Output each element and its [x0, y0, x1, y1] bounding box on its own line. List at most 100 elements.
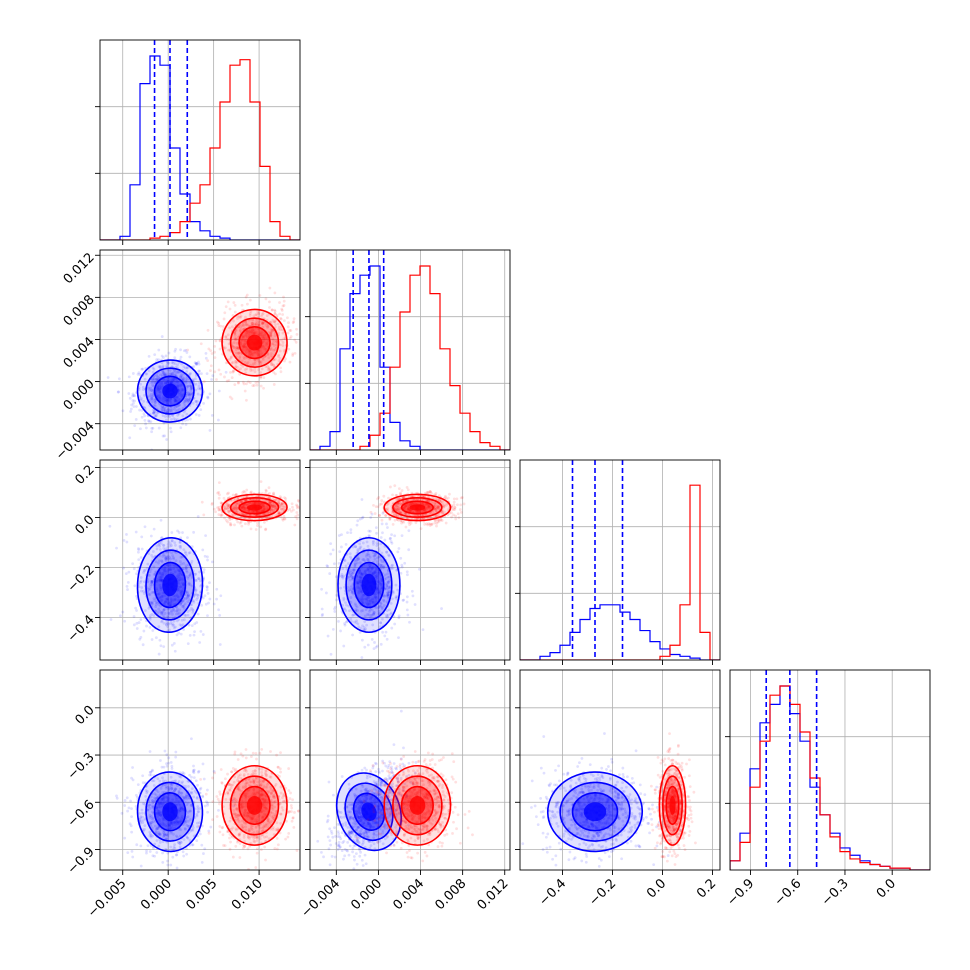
scatter-point — [259, 331, 263, 335]
scatter-point — [195, 362, 199, 365]
scatter-point — [162, 371, 166, 375]
scatter-point — [362, 628, 365, 631]
scatter-point — [200, 500, 204, 504]
scatter-point — [172, 557, 176, 561]
scatter-point — [381, 511, 385, 515]
scatter-point — [148, 570, 152, 574]
scatter-point — [270, 363, 274, 367]
scatter-point — [145, 851, 148, 855]
scatter-point — [157, 579, 161, 582]
scatter-point — [236, 346, 240, 350]
scatter-point — [178, 569, 181, 573]
scatter-point — [153, 599, 157, 602]
scatter-point — [117, 390, 120, 394]
scatter-point — [184, 567, 188, 571]
scatter-point — [245, 302, 249, 306]
scatter-point — [154, 377, 158, 381]
scatter-point — [195, 839, 199, 843]
scatter-point — [270, 509, 274, 513]
scatter-point — [169, 381, 173, 385]
scatter-point — [344, 620, 348, 624]
scatter-point — [206, 585, 209, 589]
scatter-point — [213, 370, 217, 374]
scatter-point — [171, 373, 174, 376]
scatter-point — [350, 584, 354, 588]
scatter-point — [373, 557, 377, 561]
scatter-point — [158, 548, 162, 551]
scatter-point — [245, 382, 248, 386]
contour-level-3 — [409, 504, 426, 511]
scatter-point — [385, 550, 389, 554]
scatter-point — [281, 304, 285, 308]
scatter-point — [152, 409, 156, 413]
scatter-point — [281, 504, 284, 508]
scatter-point — [397, 487, 401, 491]
scatter-point — [166, 379, 170, 383]
scatter-point — [194, 413, 198, 416]
scatter-point — [233, 303, 237, 307]
scatter-point — [260, 352, 264, 355]
scatter-point — [164, 409, 167, 413]
scatter-point — [242, 323, 246, 327]
scatter-point — [374, 598, 378, 602]
scatter-point — [207, 347, 211, 351]
scatter-point — [372, 554, 376, 558]
scatter-point — [340, 574, 344, 578]
scatter-point — [170, 598, 173, 602]
scatter-point — [229, 523, 233, 527]
scatter-point — [152, 597, 156, 601]
scatter-point — [258, 360, 262, 364]
scatter-point — [165, 563, 169, 567]
scatter-point — [172, 609, 176, 613]
scatter-point — [377, 555, 381, 559]
scatter-point — [283, 517, 287, 521]
scatter-point — [139, 382, 143, 386]
scatter-point — [389, 601, 393, 605]
scatter-point — [388, 537, 392, 541]
scatter-point — [215, 587, 219, 591]
scatter-point — [282, 295, 285, 299]
scatter-point — [243, 507, 246, 511]
scatter-point — [266, 325, 269, 329]
scatter-point — [173, 564, 177, 568]
scatter-point — [258, 510, 262, 513]
scatter-point — [170, 643, 174, 647]
scatter-point — [261, 321, 265, 325]
scatter-point — [192, 600, 196, 604]
panel-frame — [309, 249, 511, 451]
scatter-point — [385, 613, 388, 617]
scatter-point — [194, 779, 198, 783]
scatter-point — [213, 356, 217, 360]
scatter-point — [383, 582, 387, 586]
scatter-point — [160, 595, 163, 599]
scatter-point — [165, 398, 169, 402]
scatter-point — [157, 365, 161, 369]
scatter-point — [348, 578, 352, 582]
scatter-point — [185, 381, 189, 384]
scatter-point — [266, 368, 270, 371]
scatter-point — [259, 384, 263, 388]
scatter-point — [261, 321, 264, 325]
scatter-point — [254, 501, 257, 505]
scatter-point — [233, 331, 237, 335]
scatter-point — [149, 601, 153, 605]
scatter-point — [258, 513, 262, 517]
scatter-point — [139, 427, 142, 431]
scatter-point — [237, 381, 240, 384]
scatter-point — [194, 592, 197, 595]
scatter-point — [389, 485, 392, 489]
scatter-point — [242, 382, 246, 386]
scatter-point — [249, 369, 253, 373]
scatter-point — [264, 488, 268, 492]
scatter-point — [130, 403, 134, 407]
scatter-point — [165, 399, 168, 402]
scatter-point — [242, 334, 245, 338]
scatter-point — [176, 595, 180, 598]
scatter-point — [169, 621, 172, 625]
scatter-point — [269, 354, 273, 358]
scatter-point — [173, 373, 176, 377]
scatter-point — [165, 360, 169, 364]
scatter-point — [174, 405, 177, 409]
scatter-point — [263, 335, 266, 338]
scatter-point — [252, 328, 256, 332]
